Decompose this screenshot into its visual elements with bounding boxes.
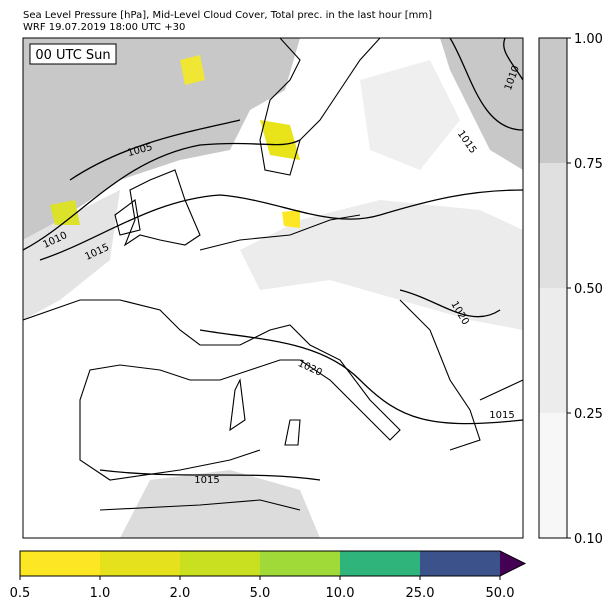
tick-label: 0.75	[574, 157, 603, 172]
map: 1005 1010 1015 1010 1015 1020 1020 1015 …	[23, 38, 523, 538]
tick-label: 25.0	[406, 586, 435, 601]
time-box	[29, 43, 117, 65]
cloud-colorbar	[538, 37, 568, 539]
tick-label: 50.0	[486, 586, 515, 601]
tick-label: 0.25	[574, 407, 603, 422]
tick-label: 0.5	[10, 586, 31, 601]
contour-label: 1015	[489, 410, 514, 421]
tick-label: 2.0	[170, 586, 191, 601]
contour-label: 1015	[194, 475, 219, 486]
title-line: WRF 19.07.2019 18:00 UTC +30	[23, 22, 185, 33]
tick-label: 0.10	[574, 532, 603, 547]
time-label: 00 UTC Sun	[35, 48, 110, 63]
title-line: Sea Level Pressure [hPa], Mid-Level Clou…	[23, 10, 432, 21]
tick-label: 0.50	[574, 282, 603, 297]
tick-label: 1.0	[90, 586, 111, 601]
map-frame	[22, 37, 524, 539]
tick-label: 5.0	[250, 586, 271, 601]
tick-label: 1.00	[574, 32, 603, 47]
tick-label: 10.0	[326, 586, 355, 601]
precip-colorbar	[19, 550, 527, 577]
